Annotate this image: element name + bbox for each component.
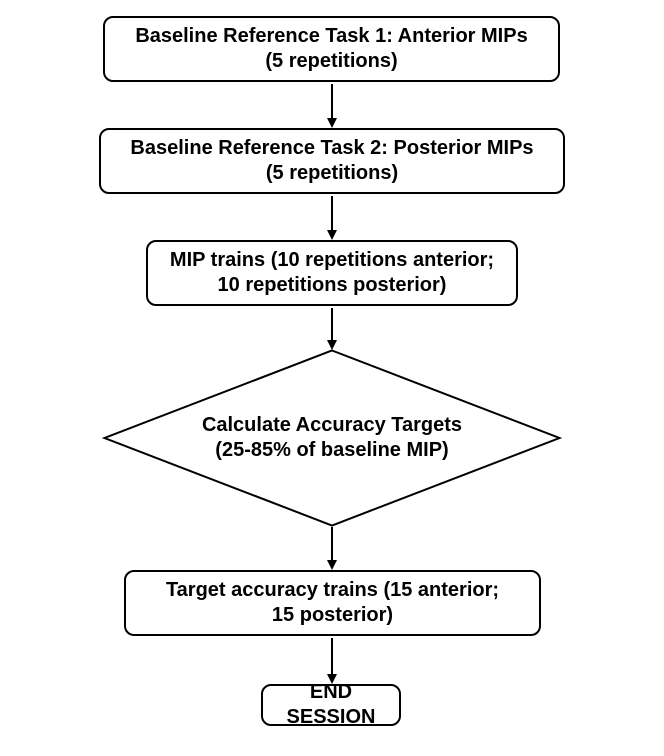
node-text: 10 repetitions posterior) (218, 273, 447, 298)
flowchart-canvas: Baseline Reference Task 1: Anterior MIPs… (0, 0, 664, 756)
node-text: (25-85% of baseline MIP) (152, 438, 512, 463)
node-text: Calculate Accuracy Targets (152, 413, 512, 438)
flow-node-n3: MIP trains (10 repetitions anterior;10 r… (146, 240, 518, 306)
flow-node-n6: END SESSION (261, 684, 401, 726)
node-text: Baseline Reference Task 2: Posterior MIP… (130, 136, 533, 161)
node-text-wrap: Calculate Accuracy Targets(25-85% of bas… (152, 413, 512, 463)
node-text: MIP trains (10 repetitions anterior; (170, 248, 494, 273)
node-text: END SESSION (273, 680, 389, 730)
node-text: 15 posterior) (272, 603, 393, 628)
node-text: (5 repetitions) (266, 161, 398, 186)
node-text: (5 repetitions) (265, 49, 397, 74)
flow-node-n1: Baseline Reference Task 1: Anterior MIPs… (103, 16, 560, 82)
flow-node-n5: Target accuracy trains (15 anterior;15 p… (124, 570, 541, 636)
flow-node-n2: Baseline Reference Task 2: Posterior MIP… (99, 128, 565, 194)
edges-layer (0, 0, 664, 756)
node-text: Baseline Reference Task 1: Anterior MIPs (135, 24, 527, 49)
node-text: Target accuracy trains (15 anterior; (166, 578, 499, 603)
